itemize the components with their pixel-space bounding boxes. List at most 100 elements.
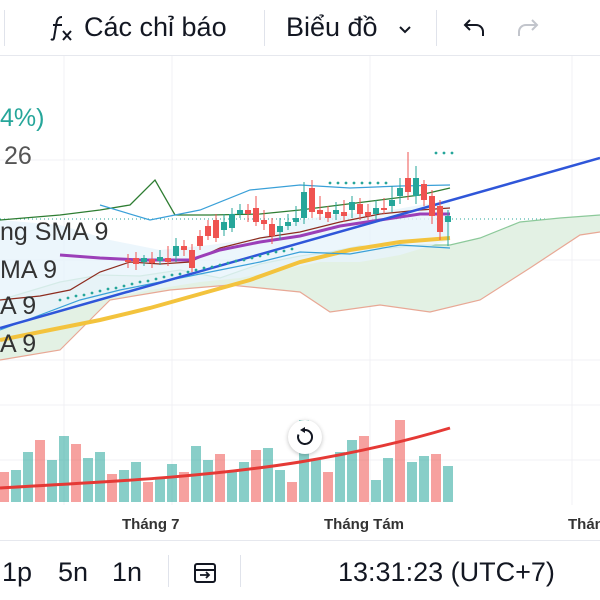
candle-body — [181, 246, 187, 250]
volume-bar — [59, 436, 69, 502]
interval-1n[interactable]: 1n — [112, 557, 143, 587]
undo-icon[interactable] — [462, 17, 486, 44]
x-tick-1: Tháng 7 — [122, 516, 180, 533]
psar-dot — [450, 151, 454, 155]
volume-bar — [419, 456, 429, 502]
reset-chart-button[interactable] — [288, 420, 322, 454]
psar-dot — [114, 286, 118, 290]
psar-dot — [98, 289, 102, 293]
candle-body — [445, 216, 451, 222]
volume-bar — [143, 482, 153, 502]
psar-dot — [138, 280, 142, 284]
volume-bar — [155, 478, 165, 502]
psar-dot — [122, 284, 126, 288]
volume-bar — [251, 450, 261, 502]
sma-yellow-line — [0, 236, 451, 342]
ema-green-line — [0, 178, 451, 221]
toolbar-divider — [4, 10, 5, 46]
legend-sma-2: MA 9 — [0, 256, 57, 284]
volume-bar — [383, 458, 393, 502]
psar-dot — [82, 293, 86, 297]
psar-dot — [234, 259, 238, 263]
psar-dot — [250, 256, 254, 260]
candle-body — [157, 257, 163, 261]
psar-dot — [90, 291, 94, 295]
volume-bar — [83, 458, 93, 502]
candle-body — [165, 258, 171, 262]
candle-body — [357, 204, 363, 214]
legend-sma-4: A 9 — [0, 330, 37, 358]
redo-icon[interactable] — [516, 17, 540, 44]
psar-dot — [226, 261, 230, 265]
sma-purple-line — [59, 212, 450, 262]
candle-body — [365, 212, 371, 216]
volume-bar — [335, 452, 345, 502]
reset-icon — [297, 427, 314, 445]
fx-icon — [48, 14, 74, 47]
bottom-divider — [168, 555, 169, 587]
psar-dot — [442, 151, 446, 155]
bb-lower-line — [0, 244, 451, 331]
volume-bar — [179, 472, 189, 502]
date-range-icon[interactable] — [192, 561, 218, 590]
legend-sma-1: ng SMA 9 — [0, 218, 109, 246]
candle-body — [189, 250, 195, 268]
psar-dot — [162, 275, 166, 279]
indicators-label: Các chỉ báo — [84, 12, 227, 42]
candle-body — [285, 222, 291, 226]
candle-body — [141, 258, 147, 262]
volume-bar — [47, 460, 57, 502]
legend-change: 4%) — [0, 104, 45, 132]
candle-body — [405, 178, 411, 192]
toolbar-divider — [436, 10, 437, 46]
psar-dot — [328, 181, 332, 185]
candle-body — [397, 188, 403, 196]
candle-body — [221, 222, 227, 230]
psar-dot — [242, 258, 246, 262]
candle-body — [269, 224, 275, 236]
chevron-down-icon — [398, 22, 412, 40]
volume-bar — [23, 452, 33, 502]
psar-dot — [178, 272, 182, 276]
psar-dot — [434, 151, 438, 155]
candle-body — [333, 210, 339, 214]
candle-body — [317, 210, 323, 214]
interval-1p[interactable]: 1p — [2, 557, 33, 587]
psar-dot — [210, 265, 214, 269]
psar-dot — [266, 252, 270, 256]
psar-dot — [106, 287, 110, 291]
candle-body — [173, 246, 179, 256]
volume-bar — [407, 462, 417, 502]
psar-dot — [360, 181, 364, 185]
psar-dot — [384, 181, 388, 185]
volume-bar — [203, 460, 213, 502]
psar-dot — [344, 181, 348, 185]
volume-bar — [167, 464, 177, 502]
top-toolbar: Các chỉ báo Biểu đồ — [0, 0, 600, 56]
volume-bar — [107, 474, 117, 502]
volume-ma-line — [0, 426, 451, 490]
psar-dot — [194, 268, 198, 272]
clock-time: 13:31:23 (UTC+7) — [338, 557, 555, 587]
candle-body — [389, 200, 395, 206]
candle-body — [429, 196, 435, 216]
psar-dot — [352, 181, 356, 185]
psar-dot — [368, 181, 372, 185]
volume-bar — [239, 462, 249, 502]
psar-dot — [58, 298, 62, 302]
candle-body — [197, 236, 203, 246]
volume-bar — [227, 472, 237, 502]
psar-dot — [274, 250, 278, 254]
cloud-edge — [0, 231, 600, 361]
volume-bar — [431, 454, 441, 502]
legend-sma-3: A 9 — [0, 292, 37, 320]
psar-dot — [376, 181, 380, 185]
candle-body — [437, 206, 443, 232]
x-tick-3: Thán — [568, 516, 600, 533]
price-chart[interactable] — [0, 56, 600, 540]
volume-bar — [395, 420, 405, 502]
interval-5n[interactable]: 5n — [58, 557, 89, 587]
volume-bar — [215, 454, 225, 502]
volume-bar — [35, 440, 45, 502]
volume-bar — [95, 452, 105, 502]
